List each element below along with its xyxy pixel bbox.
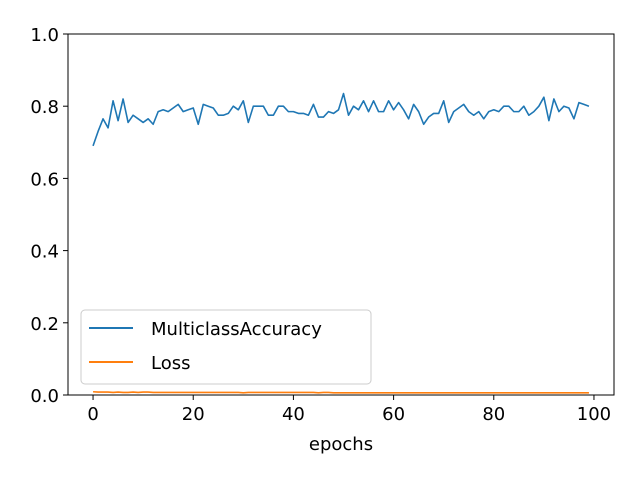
legend: MulticlassAccuracy Loss: [80, 309, 372, 385]
legend-box: [80, 309, 372, 385]
legend-label-accuracy: MulticlassAccuracy: [151, 319, 322, 340]
y-tick-label: 0.2: [30, 314, 59, 335]
x-axis-ticks: 0 20 40 60 80 100: [87, 395, 611, 425]
series-line-accuracy: [92, 92, 590, 147]
legend-label-loss: Loss: [151, 353, 190, 374]
y-tick-label: 0.4: [30, 242, 59, 263]
x-tick-label: 20: [182, 404, 205, 425]
y-tick-label: 0.0: [30, 386, 59, 407]
x-tick-label: 0: [87, 404, 98, 425]
y-tick-label: 1.0: [30, 25, 59, 46]
plot-lines: [92, 92, 590, 394]
y-axis-ticks: 0.0 0.2 0.4 0.6 0.8 1.0: [30, 25, 68, 407]
y-tick-label: 0.6: [30, 169, 59, 190]
x-tick-label: 100: [577, 404, 611, 425]
x-axis-label: epochs: [309, 434, 373, 455]
plot-frame: [67, 33, 615, 396]
x-tick-label: 60: [382, 404, 405, 425]
y-tick-label: 0.8: [30, 97, 59, 118]
x-tick-label: 80: [482, 404, 505, 425]
series-line-loss: [92, 390, 589, 394]
x-tick-label: 40: [282, 404, 305, 425]
